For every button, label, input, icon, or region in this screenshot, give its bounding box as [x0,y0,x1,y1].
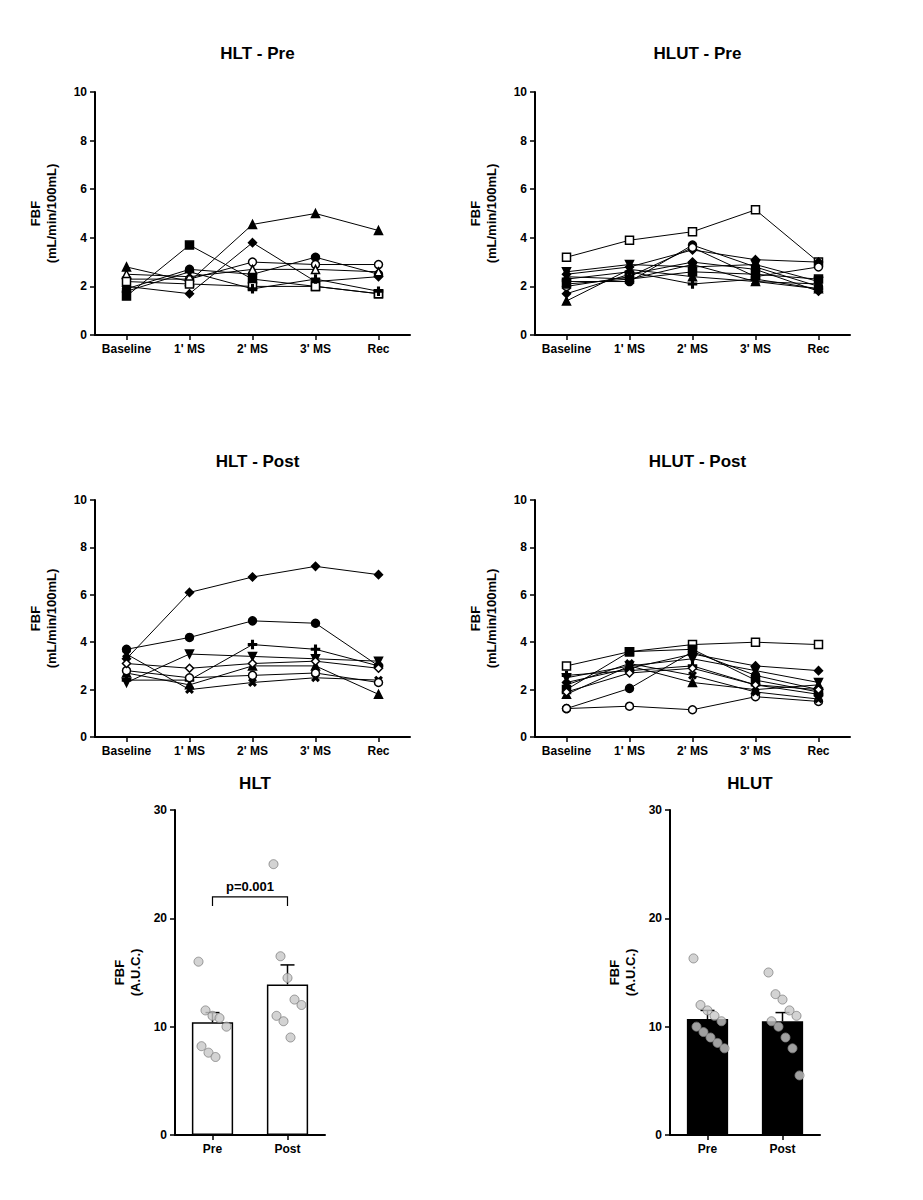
svg-text:HLT - Post: HLT - Post [216,452,300,471]
svg-text:HLUT: HLUT [727,774,773,793]
svg-text:Post: Post [274,1142,300,1156]
svg-text:Rec: Rec [367,744,389,758]
svg-text:8: 8 [80,540,87,554]
svg-text:4: 4 [520,635,527,649]
svg-text:6: 6 [80,182,87,196]
svg-text:8: 8 [80,134,87,148]
svg-text:6: 6 [520,182,527,196]
svg-text:0: 0 [655,1128,662,1142]
svg-text:FBF: FBF [468,201,483,226]
svg-text:HLT: HLT [239,774,271,793]
svg-text:Rec: Rec [807,342,829,356]
svg-text:Pre: Pre [203,1142,223,1156]
svg-text:10: 10 [154,1020,168,1034]
svg-text:1' MS: 1' MS [614,744,645,758]
svg-text:(A.U.C.): (A.U.C.) [623,949,638,997]
svg-text:0: 0 [80,328,87,342]
svg-text:6: 6 [80,588,87,602]
svg-text:10: 10 [514,85,528,99]
svg-text:10: 10 [74,85,88,99]
svg-text:Baseline: Baseline [102,342,152,356]
svg-text:(mL/min/100mL): (mL/min/100mL) [484,164,499,264]
svg-text:HLUT - Post: HLUT - Post [649,452,747,471]
svg-text:Baseline: Baseline [102,744,152,758]
svg-text:0: 0 [520,730,527,744]
svg-text:1' MS: 1' MS [174,744,205,758]
svg-text:(mL/min/100mL): (mL/min/100mL) [44,164,59,264]
svg-text:(mL/min/100mL): (mL/min/100mL) [44,569,59,669]
svg-text:FBF: FBF [112,960,127,985]
svg-text:Baseline: Baseline [542,744,592,758]
svg-text:10: 10 [514,493,528,507]
svg-text:6: 6 [520,588,527,602]
svg-text:8: 8 [520,540,527,554]
svg-text:2' MS: 2' MS [677,744,708,758]
svg-text:30: 30 [154,803,168,817]
svg-text:(A.U.C.): (A.U.C.) [128,949,143,997]
svg-text:2: 2 [80,683,87,697]
svg-text:Baseline: Baseline [542,342,592,356]
svg-text:4: 4 [520,231,527,245]
svg-text:FBF: FBF [28,201,43,226]
svg-text:FBF: FBF [607,960,622,985]
svg-text:8: 8 [520,134,527,148]
svg-text:4: 4 [80,231,87,245]
svg-text:Rec: Rec [807,744,829,758]
svg-text:2: 2 [80,279,87,293]
svg-text:3' MS: 3' MS [740,744,771,758]
svg-text:Pre: Pre [698,1142,718,1156]
svg-text:2: 2 [520,279,527,293]
svg-text:4: 4 [80,635,87,649]
svg-text:3' MS: 3' MS [740,342,771,356]
svg-text:1' MS: 1' MS [174,342,205,356]
svg-text:0: 0 [160,1128,167,1142]
svg-text:FBF: FBF [468,606,483,631]
svg-text:0: 0 [520,328,527,342]
svg-text:10: 10 [74,493,88,507]
svg-text:FBF: FBF [28,606,43,631]
svg-text:Post: Post [769,1142,795,1156]
svg-text:20: 20 [649,911,663,925]
svg-text:1' MS: 1' MS [614,342,645,356]
svg-text:(mL/min/100mL): (mL/min/100mL) [484,569,499,669]
svg-text:2' MS: 2' MS [237,744,268,758]
svg-text:20: 20 [154,911,168,925]
svg-text:3' MS: 3' MS [300,744,331,758]
svg-text:10: 10 [649,1020,663,1034]
svg-text:2: 2 [520,683,527,697]
svg-text:2' MS: 2' MS [677,342,708,356]
svg-text:HLT - Pre: HLT - Pre [220,44,294,63]
svg-text:0: 0 [80,730,87,744]
svg-text:Rec: Rec [367,342,389,356]
svg-text:2' MS: 2' MS [237,342,268,356]
svg-text:3' MS: 3' MS [300,342,331,356]
svg-text:HLUT - Pre: HLUT - Pre [654,44,742,63]
svg-text:30: 30 [649,803,663,817]
svg-text:p=0.001: p=0.001 [226,879,274,894]
